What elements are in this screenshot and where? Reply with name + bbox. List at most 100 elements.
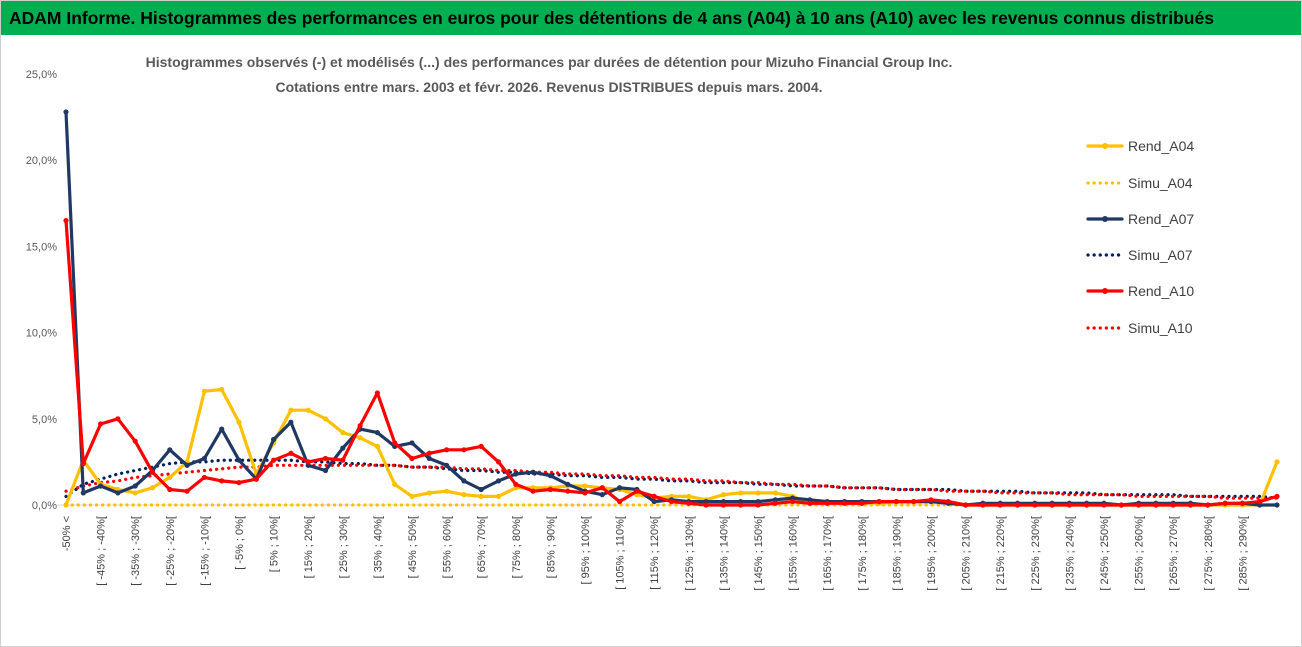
data-point-rend-a04	[582, 483, 588, 489]
data-point-rend-a10	[461, 447, 467, 453]
data-point-rend-a07	[167, 447, 173, 453]
data-point-rend-a10	[184, 488, 190, 494]
data-point-rend-a10	[1205, 502, 1211, 508]
data-point-rend-a07	[426, 455, 432, 462]
y-tick-label: 5,0%	[32, 414, 57, 426]
data-point-rend-a10	[80, 461, 86, 467]
data-point-rend-a10	[945, 498, 951, 505]
data-point-rend-a04	[686, 493, 692, 499]
chart-title: Histogrammes observés (-) et modélisés (…	[146, 54, 953, 70]
data-point-rend-a10	[322, 455, 329, 462]
legend-marker-rend-a10	[1102, 288, 1108, 294]
data-point-rend-a10	[565, 488, 571, 494]
data-point-rend-a10	[755, 502, 761, 508]
data-point-rend-a04	[461, 492, 467, 498]
data-point-rend-a10	[738, 502, 744, 508]
data-point-rend-a10	[513, 481, 519, 487]
x-tick-label: [ 115% ; 120%[	[649, 516, 661, 590]
data-point-rend-a10	[1014, 502, 1021, 508]
data-point-rend-a07	[63, 109, 69, 115]
x-tick-label: [ -5% ; 0%[	[234, 516, 246, 570]
data-point-rend-a07	[409, 440, 415, 446]
data-point-rend-a10	[807, 500, 813, 506]
data-point-rend-a10	[703, 502, 709, 508]
data-point-rend-a10	[253, 476, 259, 482]
x-tick-label: [ 205% ; 210%[	[961, 516, 973, 591]
data-point-rend-a10	[1066, 502, 1072, 508]
data-point-rend-a10	[1257, 498, 1263, 505]
data-point-rend-a10	[980, 502, 986, 508]
legend-label-rend-a07: Rend_A07	[1128, 211, 1194, 227]
data-point-rend-a10	[997, 502, 1003, 508]
data-point-rend-a07	[115, 490, 121, 496]
data-point-rend-a07	[461, 478, 467, 484]
data-point-rend-a04	[149, 485, 156, 491]
x-tick-label: -50% <	[61, 516, 73, 551]
data-point-rend-a04	[426, 490, 432, 496]
page-title: ADAM Informe. Histogrammes des performan…	[1, 1, 1301, 35]
data-point-rend-a07	[651, 498, 657, 505]
data-point-rend-a04	[374, 443, 380, 449]
data-point-rend-a04	[236, 419, 242, 425]
data-point-rend-a10	[219, 478, 225, 484]
data-point-rend-a10	[1049, 502, 1055, 508]
data-point-rend-a04	[409, 493, 415, 499]
x-tick-label: [ 135% ; 140%[	[718, 516, 730, 591]
legend-label-rend-a10: Rend_A10	[1128, 283, 1194, 299]
data-point-rend-a07	[530, 469, 536, 475]
data-point-rend-a04	[720, 492, 727, 498]
data-point-rend-a07	[184, 462, 190, 468]
data-point-rend-a10	[132, 438, 138, 444]
legend-marker-rend-a04	[1102, 143, 1108, 149]
data-point-rend-a10	[634, 488, 640, 494]
x-tick-label: [ 255% ; 260%[	[1134, 516, 1146, 591]
x-tick-label: [ 125% ; 130%[	[684, 516, 696, 591]
x-tick-label: [ 105% ; 110%[	[615, 516, 627, 590]
data-point-rend-a04	[288, 407, 294, 413]
x-tick-label: [ 245% ; 250%[	[1099, 516, 1111, 591]
data-point-rend-a04	[219, 386, 225, 393]
x-tick-label: [ -15% ; -10%[	[199, 516, 211, 586]
data-point-rend-a04	[738, 490, 744, 496]
chart-subtitle: Cotations entre mars. 2003 et févr. 2026…	[275, 79, 822, 95]
y-tick-label: 20,0%	[26, 155, 57, 167]
data-point-rend-a04	[340, 429, 346, 436]
data-point-rend-a10	[928, 497, 934, 503]
data-point-rend-a10	[1136, 502, 1142, 508]
data-point-rend-a04	[167, 474, 173, 481]
x-tick-label: [ 185% ; 190%[	[891, 516, 903, 591]
data-point-rend-a10	[530, 488, 536, 494]
data-point-rend-a10	[824, 500, 830, 506]
data-point-rend-a07	[617, 485, 623, 491]
data-point-rend-a10	[1187, 502, 1194, 508]
data-point-rend-a10	[1274, 493, 1280, 499]
data-point-rend-a10	[357, 423, 363, 429]
data-point-rend-a10	[547, 486, 554, 493]
data-point-rend-a04	[63, 502, 69, 508]
data-point-rend-a10	[1118, 502, 1124, 508]
series-line-rend-a10	[64, 218, 1279, 507]
data-point-rend-a07	[374, 429, 380, 436]
data-point-rend-a10	[288, 450, 294, 456]
x-tick-label: [ 15% ; 20%[	[303, 516, 315, 578]
data-point-rend-a07	[219, 426, 225, 432]
data-point-rend-a10	[478, 443, 484, 449]
data-point-rend-a10	[686, 500, 692, 506]
data-point-rend-a04	[772, 490, 778, 496]
data-point-rend-a10	[1032, 502, 1038, 508]
data-point-rend-a07	[599, 492, 605, 498]
chart-legend: Rend_A04 Simu_A04 Rend_A07 Simu_A07 Rend_A10…	[1086, 138, 1194, 336]
x-tick-label: [ 265% ; 270%[	[1168, 516, 1180, 591]
x-tick-label: [ 5% ; 10%[	[269, 516, 281, 572]
data-point-rend-a10	[790, 498, 796, 505]
data-point-rend-a07	[322, 467, 329, 474]
data-point-rend-a04	[495, 493, 502, 499]
x-tick-label: [ 235% ; 240%[	[1064, 516, 1076, 591]
data-point-rend-a04	[444, 488, 450, 494]
data-point-rend-a07	[132, 483, 138, 489]
x-tick-label: [ 75% ; 80%[	[511, 516, 523, 578]
data-point-rend-a10	[1170, 502, 1176, 508]
data-point-rend-a10	[444, 447, 450, 453]
data-point-rend-a10	[340, 457, 346, 463]
